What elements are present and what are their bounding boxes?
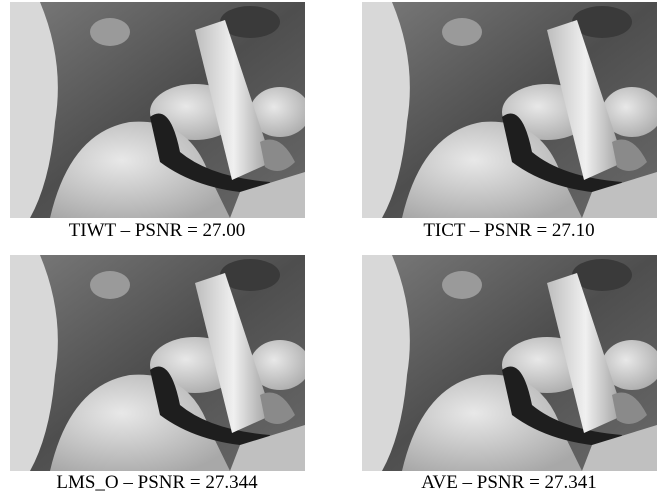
image bbox=[362, 255, 662, 471]
image bbox=[362, 2, 662, 218]
caption: AVE – PSNR = 27.341 bbox=[421, 472, 597, 493]
image bbox=[10, 255, 310, 471]
figure: TIWT – PSNR = 27.00 TICT – PSNR = 27.10 LM… bbox=[0, 0, 665, 498]
caption: TICT – PSNR = 27.10 bbox=[423, 220, 594, 241]
image bbox=[10, 2, 310, 218]
caption: TIWT – PSNR = 27.00 bbox=[69, 220, 246, 241]
caption: LMS_O – PSNR = 27.344 bbox=[56, 472, 258, 493]
page: TIWT – PSNR = 27.00 TICT – PSNR = 27.10 LM… bbox=[0, 0, 665, 498]
